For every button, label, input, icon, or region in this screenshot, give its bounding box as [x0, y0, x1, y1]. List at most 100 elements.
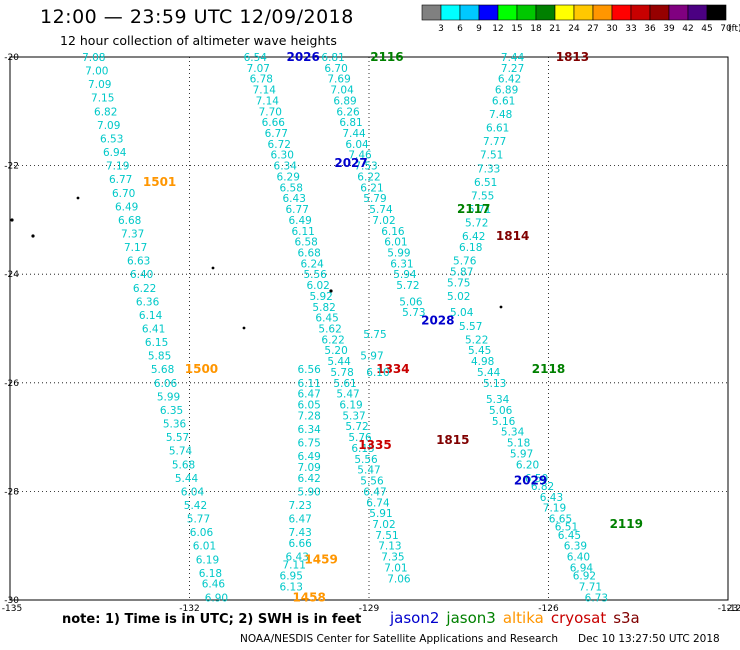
colorbar-cell — [554, 4, 575, 21]
swh-value: 7.55 — [471, 190, 494, 202]
y-tick-label: -28 — [4, 487, 19, 497]
swh-value: 6.06 — [154, 378, 178, 390]
colorbar-cell — [440, 4, 461, 21]
y-tick-label: -30 — [4, 596, 19, 606]
swh-value: 6.54 — [244, 52, 268, 64]
swh-value: 5.13 — [483, 378, 506, 390]
colorbar-cell — [535, 4, 556, 21]
swh-value: 6.89 — [333, 95, 356, 107]
swh-value: 7.14 — [253, 85, 277, 97]
swh-value: 6.11 — [291, 226, 314, 238]
track-t1334: 6.547.076.787.147.147.706.666.776.726.30… — [244, 52, 411, 585]
swh-value: 5.92 — [309, 291, 332, 303]
island-dot — [211, 266, 215, 270]
swh-value: 7.00 — [85, 66, 108, 78]
swh-value: 6.45 — [558, 530, 581, 542]
colorbar-cell — [668, 4, 689, 21]
y-tick-label: -24 — [4, 270, 19, 280]
swh-value: 7.02 — [372, 215, 395, 227]
swh-value: 7.19 — [543, 503, 566, 515]
island-dot — [499, 305, 503, 309]
swh-value: 5.74 — [169, 446, 193, 458]
swh-value: 6.19 — [339, 400, 362, 412]
swh-value: 5.57 — [166, 432, 189, 444]
legend-jason2: jason2 — [390, 609, 440, 627]
pass-time-label: 1501 — [143, 175, 176, 189]
pass-time-label: 1814 — [496, 229, 529, 243]
swh-value: 6.47 — [363, 486, 386, 498]
pass-time-label: 2027 — [334, 156, 367, 170]
swh-value: 6.58 — [280, 182, 303, 194]
swh-value: 5.44 — [477, 367, 501, 379]
swh-value: 5.72 — [465, 218, 488, 230]
swh-value: 5.72 — [345, 421, 368, 433]
swh-value: 7.69 — [327, 74, 350, 86]
swh-value: 6.61 — [486, 123, 509, 135]
swh-value: 5.61 — [333, 378, 356, 390]
swh-value: 5.22 — [465, 334, 488, 346]
colorbar-cell — [706, 4, 727, 21]
swh-value: 6.51 — [474, 177, 497, 189]
colorbar-label: 36 — [644, 24, 656, 34]
swh-value: 5.56 — [354, 454, 378, 466]
swh-value: 6.77 — [265, 128, 288, 140]
footer-credit: NOAA/NESDIS Center for Satellite Applica… — [240, 633, 558, 645]
x-tick-label: -135 — [2, 604, 22, 614]
swh-value: 6.53 — [100, 133, 123, 145]
colorbar-cell — [592, 4, 613, 21]
colorbar-cell — [611, 4, 632, 21]
colorbar-label: 21 — [549, 24, 560, 34]
swh-value: 5.75 — [447, 277, 470, 289]
swh-value: 5.06 — [399, 296, 423, 308]
x-tick-label: -123 — [718, 604, 738, 614]
colorbar-cell — [687, 4, 708, 21]
pass-time-label: 1458 — [292, 590, 325, 604]
swh-value: 5.68 — [172, 459, 195, 471]
swh-value: 7.27 — [501, 63, 524, 75]
swh-value: 5.74 — [369, 204, 393, 216]
swh-value: 6.70 — [112, 188, 135, 200]
swh-value: 5.72 — [396, 280, 419, 292]
swh-value: 5.87 — [450, 266, 473, 278]
y-tick-label: -26 — [4, 379, 19, 389]
swh-value: 5.97 — [510, 448, 533, 460]
swh-value: 7.33 — [477, 163, 500, 175]
pass-time-label: 1335 — [358, 438, 391, 452]
swh-value: 6.34 — [274, 161, 298, 173]
colorbar-label: 42 — [682, 24, 693, 34]
swh-value: 5.02 — [447, 291, 470, 303]
pass-time-label: 2026 — [286, 50, 319, 64]
swh-value: 6.63 — [127, 256, 150, 268]
island-dot — [242, 326, 246, 330]
swh-value: 5.44 — [175, 473, 199, 485]
swh-value: 5.42 — [184, 500, 207, 512]
swh-value: 6.01 — [193, 541, 216, 553]
swh-value: 7.51 — [480, 150, 503, 162]
swh-value: 6.39 — [564, 541, 587, 553]
map-subtitle: 12 hour collection of altimeter wave hei… — [60, 33, 337, 48]
swh-value: 6.24 — [300, 258, 324, 270]
track-t1500: 7.087.007.097.156.827.096.536.947.196.77… — [82, 52, 228, 604]
swh-value: 6.45 — [315, 313, 338, 325]
swh-value: 5.85 — [148, 351, 171, 363]
swh-value: 5.34 — [486, 394, 510, 406]
swh-value: 7.13 — [378, 541, 401, 553]
swh-value: 6.68 — [297, 247, 320, 259]
colorbar-label: 30 — [606, 24, 618, 34]
colorbar-cell — [459, 4, 480, 21]
swh-value: 6.90 — [205, 592, 228, 604]
swh-value: 5.56 — [360, 476, 384, 488]
y-tick-label: -20 — [4, 53, 19, 63]
legend-s3a: s3a — [613, 609, 640, 627]
swh-value: 7.37 — [121, 228, 144, 240]
swh-value: 6.31 — [390, 258, 413, 270]
swh-value: 7.19 — [106, 161, 129, 173]
swh-value: 5.78 — [330, 367, 353, 379]
swh-value: 6.50 — [525, 473, 548, 485]
swh-value: 7.01 — [384, 562, 407, 574]
swh-value: 6.41 — [142, 324, 165, 336]
colorbar-cell — [630, 4, 651, 21]
swh-value: 5.82 — [312, 302, 335, 314]
swh-value: 7.43 — [288, 527, 311, 539]
swh-value: 6.20 — [516, 459, 539, 471]
